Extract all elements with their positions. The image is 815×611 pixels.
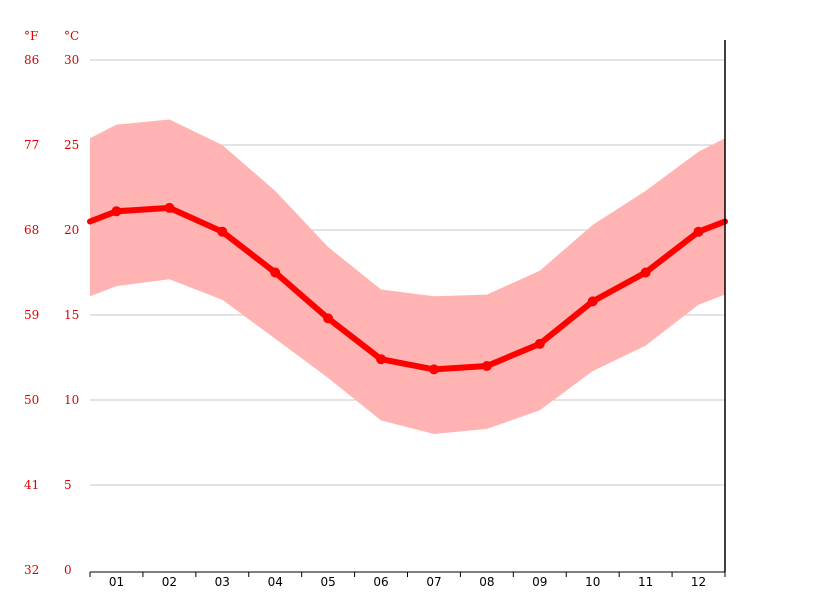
y-tick-label-celsius: 5	[64, 478, 72, 492]
x-tick-label-10: 10	[585, 575, 600, 589]
x-tick-label-07: 07	[426, 575, 441, 589]
y-tick-label-celsius: 15	[64, 308, 79, 322]
x-tick-label-04: 04	[268, 575, 283, 589]
data-point-06	[376, 354, 387, 365]
data-point-03	[217, 226, 228, 237]
y-tick-label-fahrenheit: 86	[24, 53, 39, 67]
range-band	[90, 119, 725, 434]
x-tick-label-12: 12	[691, 575, 706, 589]
x-tick-label-02: 02	[162, 575, 177, 589]
data-point-04	[270, 267, 281, 278]
unit-label-fahrenheit: °F	[24, 29, 38, 43]
x-tick-label-08: 08	[479, 575, 494, 589]
x-tick-label-01: 01	[109, 575, 124, 589]
x-tick-label-05: 05	[320, 575, 335, 589]
data-point-05	[323, 313, 334, 324]
x-tick-label-03: 03	[215, 575, 230, 589]
data-point-02	[164, 202, 175, 213]
data-point-07	[428, 364, 439, 375]
unit-label-celsius: °C	[64, 29, 79, 43]
y-tick-label-celsius: 0	[64, 563, 72, 577]
data-point-12	[693, 226, 704, 237]
y-tick-label-celsius: 20	[64, 223, 79, 237]
y-tick-label-fahrenheit: 50	[24, 393, 39, 407]
y-tick-label-fahrenheit: 41	[24, 478, 39, 492]
x-tick-label-11: 11	[638, 575, 653, 589]
data-point-01	[111, 206, 122, 217]
mean-line	[87, 202, 728, 375]
mean-temperature-line	[87, 204, 728, 373]
data-point-08	[481, 361, 492, 371]
y-tick-label-celsius: 25	[64, 138, 79, 152]
y-tick-label-celsius: 30	[64, 53, 79, 67]
y-tick-label-fahrenheit: 59	[24, 308, 39, 322]
y-tick-label-fahrenheit: 32	[24, 563, 39, 577]
y-tick-label-fahrenheit: 77	[24, 138, 39, 152]
x-tick-label-06: 06	[373, 575, 388, 589]
temperature-range-band	[90, 119, 725, 434]
x-tick-label-09: 09	[532, 575, 547, 589]
tick-labels: 32 0 41 5 50 10 59 15 68 20 77 25 86 30 01 02 03 04 05 06 07…	[24, 53, 706, 589]
y-tick-label-fahrenheit: 68	[24, 223, 39, 237]
data-point-11	[640, 267, 651, 278]
y-tick-label-celsius: 10	[64, 393, 79, 407]
axes	[89, 40, 726, 577]
data-point-09	[534, 338, 545, 349]
data-point-10	[587, 296, 598, 307]
